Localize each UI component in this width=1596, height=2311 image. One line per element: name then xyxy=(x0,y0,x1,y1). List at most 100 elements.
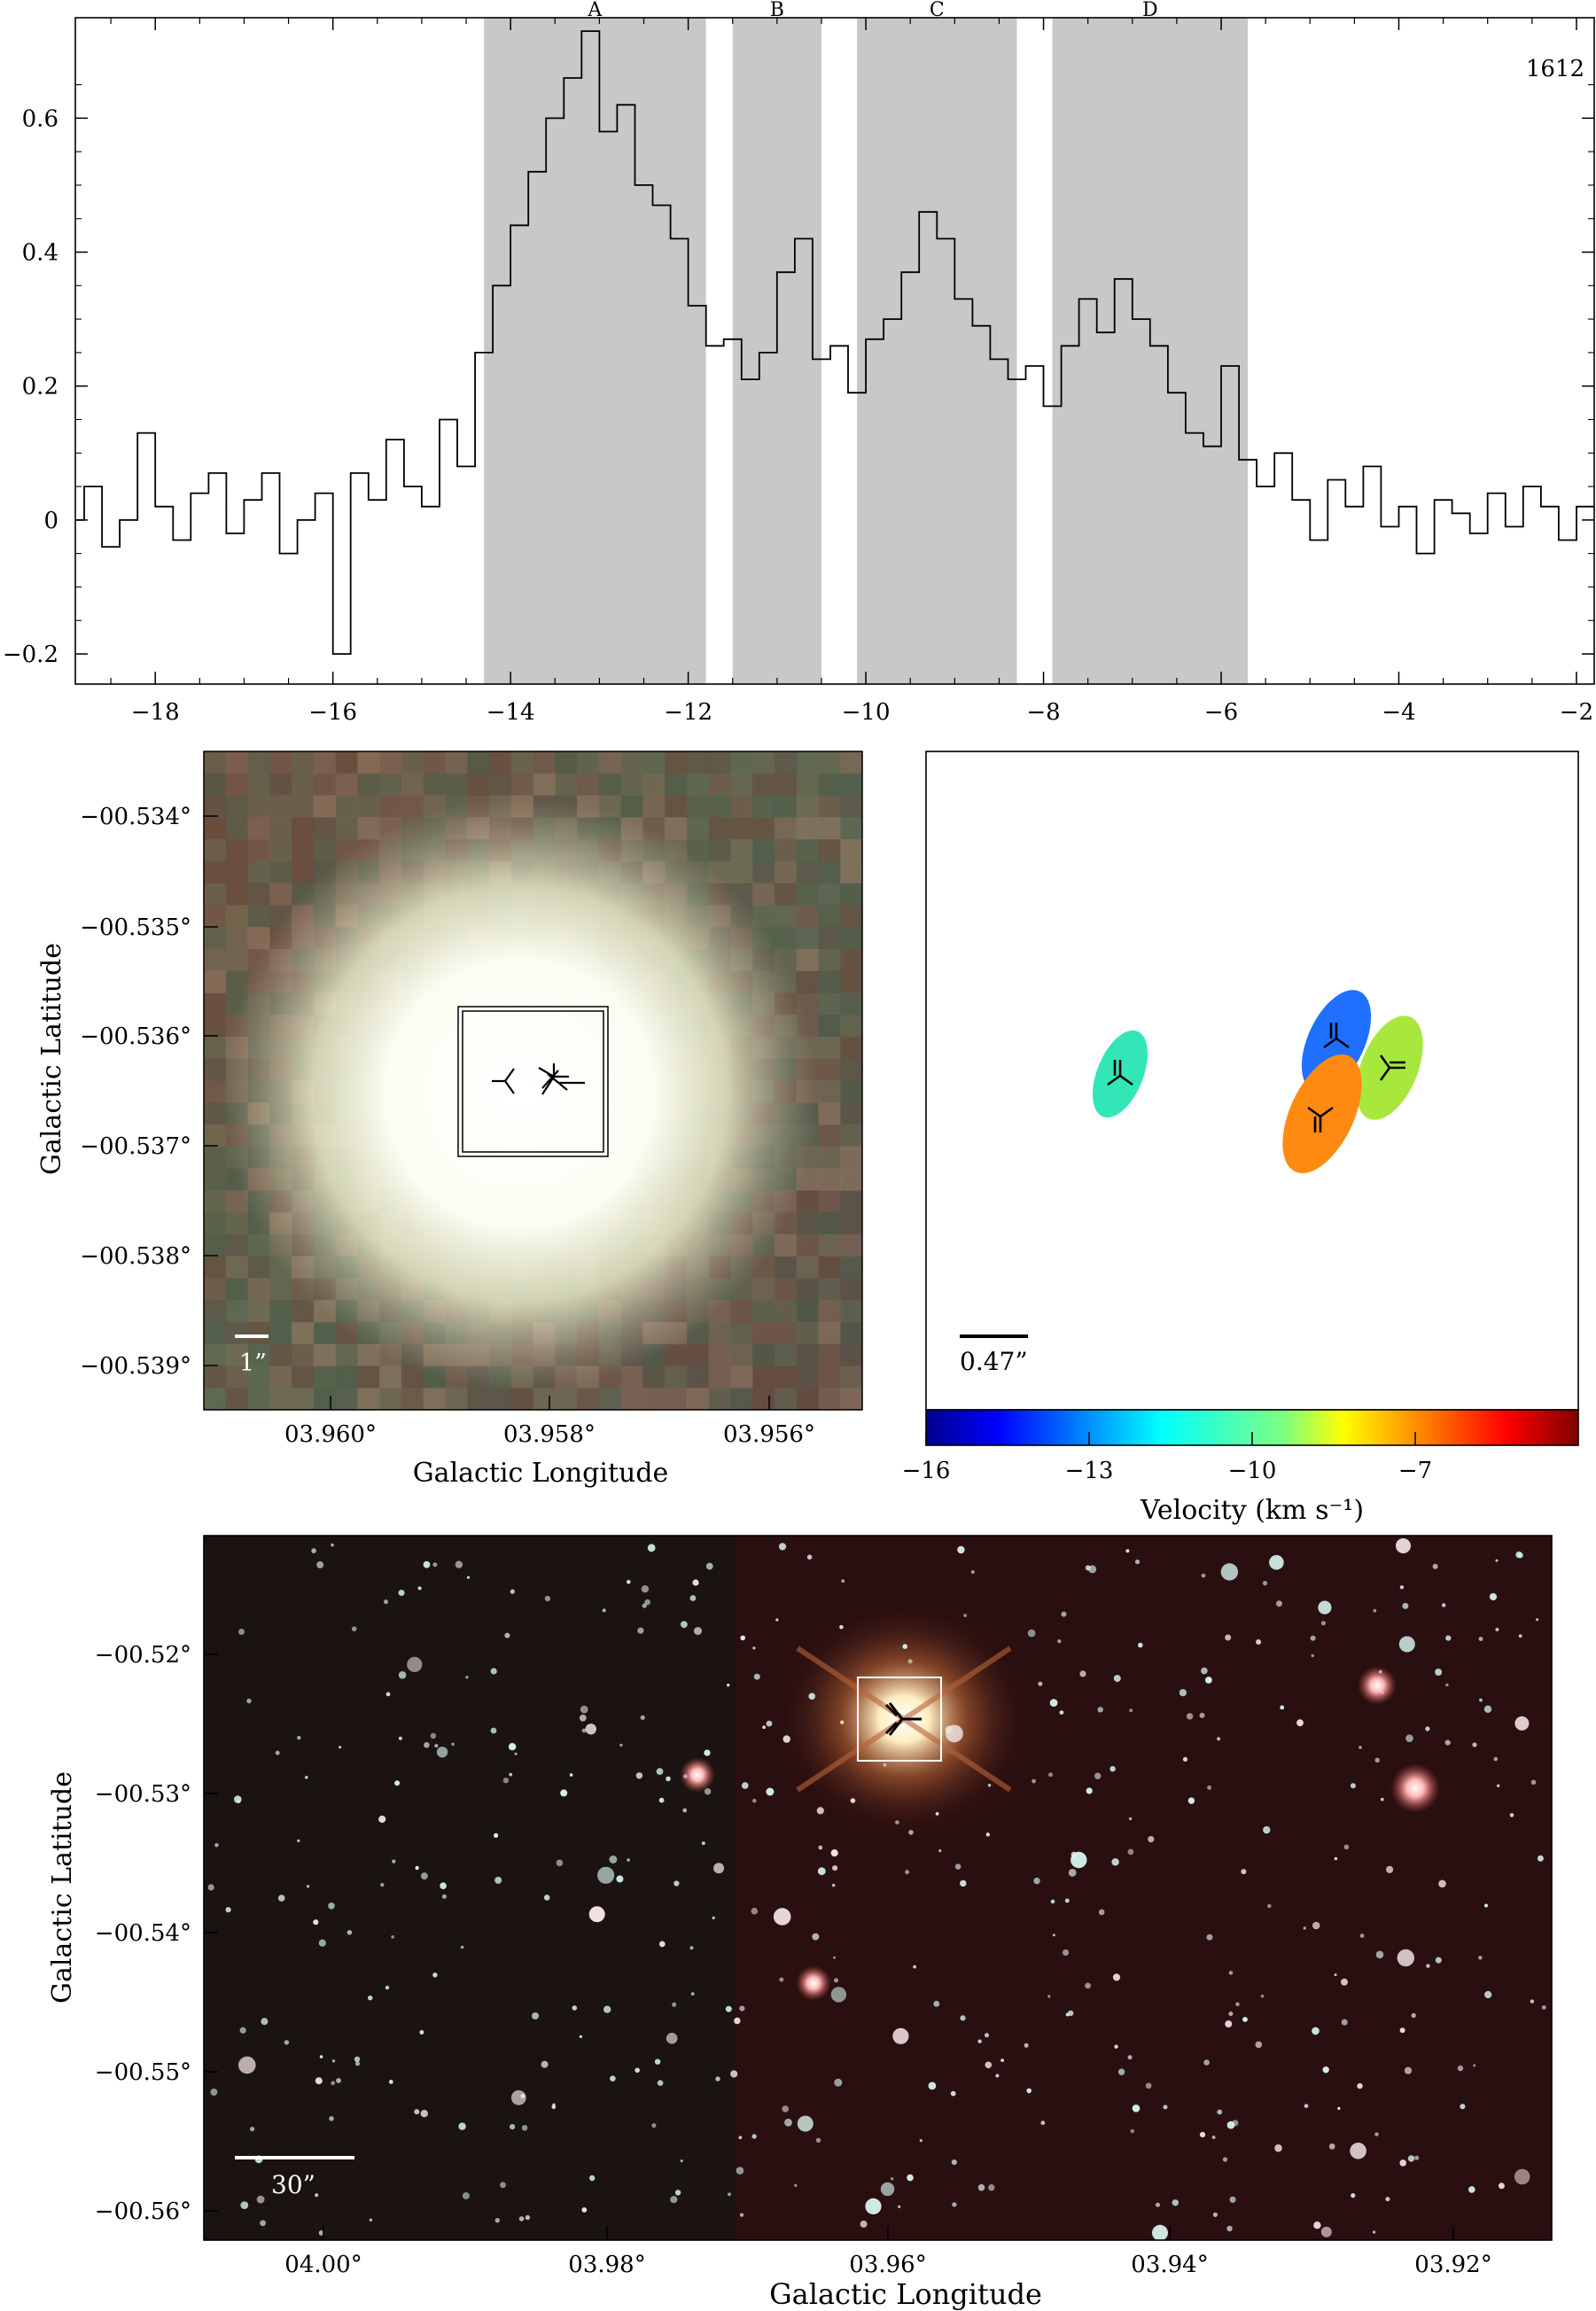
star xyxy=(589,2175,596,2182)
x-tick-label: −8 xyxy=(1026,699,1060,726)
maser-marker-b-icon xyxy=(492,1068,515,1094)
star xyxy=(339,1746,342,1749)
y-tick-label: 0 xyxy=(43,508,58,534)
star xyxy=(779,1977,784,1982)
star xyxy=(581,1728,587,1733)
tick-label: −00.55° xyxy=(95,2059,191,2086)
star xyxy=(315,2077,323,2085)
maser-map-frame xyxy=(925,751,1579,1411)
star xyxy=(436,1747,448,1758)
colorbar-tick-label: −16 xyxy=(902,1458,951,1484)
star xyxy=(585,1724,596,1735)
star xyxy=(1374,2132,1379,2136)
maser-panel: 0.47” −16 −13 −10 −7 Velocity (km s⁻¹) xyxy=(902,751,1579,1526)
star xyxy=(1207,1785,1212,1790)
star xyxy=(1341,2019,1348,2026)
star xyxy=(950,2090,956,2097)
star xyxy=(455,1560,463,1568)
star xyxy=(207,1884,214,1891)
star xyxy=(1425,1726,1430,1731)
star xyxy=(1138,1642,1143,1648)
star xyxy=(1373,2230,1376,2234)
star xyxy=(1201,1573,1206,1578)
star xyxy=(913,1965,916,1969)
star xyxy=(933,2000,940,2007)
star xyxy=(1312,2027,1320,2035)
star xyxy=(1274,2144,1282,2152)
star xyxy=(1127,2055,1133,2060)
tick-label: −00.537° xyxy=(80,1133,191,1160)
star xyxy=(1228,1971,1234,1975)
star xyxy=(1397,1949,1415,1967)
star xyxy=(1203,2059,1210,2066)
star xyxy=(572,2005,578,2011)
star xyxy=(238,1629,245,1635)
star xyxy=(985,1832,991,1837)
star xyxy=(1125,1549,1130,1553)
star xyxy=(451,1742,455,1747)
star xyxy=(812,1933,820,1941)
wide-maser-marker-icon xyxy=(884,1702,922,1736)
star xyxy=(673,1880,680,1887)
tick-label: 03.92° xyxy=(1414,2252,1491,2278)
star xyxy=(441,1894,447,1899)
star xyxy=(627,1580,631,1584)
star xyxy=(616,1875,624,1883)
star xyxy=(1518,1634,1522,1638)
spectrum-frame xyxy=(74,17,1595,685)
star xyxy=(1057,1639,1062,1644)
tick-label: 03.96° xyxy=(849,2252,926,2278)
zoom-bright-source xyxy=(204,751,862,1410)
tick-label: −00.535° xyxy=(80,914,191,941)
star xyxy=(654,2058,661,2065)
star xyxy=(1479,1698,1483,1702)
star xyxy=(225,1907,231,1913)
star xyxy=(1280,1705,1285,1710)
star xyxy=(1514,2168,1530,2185)
star xyxy=(430,1732,437,1739)
star xyxy=(1320,2226,1332,2237)
star xyxy=(850,1798,856,1803)
tick-label: 03.94° xyxy=(1131,2252,1208,2278)
star xyxy=(331,1543,334,1547)
star xyxy=(816,1807,824,1815)
star xyxy=(739,2213,744,2217)
star xyxy=(1049,1699,1058,1708)
maser-region-box-inner xyxy=(462,1010,604,1153)
component-label: A xyxy=(587,0,603,21)
star xyxy=(237,1800,241,1803)
tristar-d-icon xyxy=(1307,1106,1334,1132)
wide-x-label: Galactic Longitude xyxy=(769,2277,1042,2311)
star xyxy=(831,1883,836,1887)
star xyxy=(817,1867,826,1876)
red-star-3 xyxy=(680,1757,715,1793)
star xyxy=(960,1879,967,1887)
star xyxy=(1225,1634,1232,1641)
star xyxy=(392,1859,396,1864)
star xyxy=(1163,2105,1168,2110)
colorbar-tick-label: −13 xyxy=(1065,1458,1114,1484)
star xyxy=(544,1595,551,1602)
star xyxy=(880,2182,895,2197)
tick-label: 04.00° xyxy=(284,2252,362,2278)
star xyxy=(970,1570,975,1574)
star xyxy=(1381,1797,1384,1801)
star xyxy=(762,1725,766,1730)
star xyxy=(378,1815,386,1824)
wide-x-axis: 04.00° 03.98° 03.96° 03.94° 03.92° xyxy=(284,2226,1492,2278)
star xyxy=(1373,1608,1377,1613)
star xyxy=(977,2183,985,2191)
star xyxy=(466,1576,471,1579)
star xyxy=(1509,1813,1514,1817)
star xyxy=(1033,1877,1040,1885)
star xyxy=(551,2105,557,2110)
star xyxy=(388,2080,393,2084)
star xyxy=(681,1621,688,1629)
star xyxy=(609,1855,618,1864)
star xyxy=(1350,2143,1366,2159)
star xyxy=(1489,1592,1498,1601)
star xyxy=(840,1720,845,1724)
zoom-x-label: Galactic Longitude xyxy=(413,1458,669,1489)
spectrum-annotation: 1612 xyxy=(1526,56,1584,82)
star xyxy=(1478,1637,1483,1641)
